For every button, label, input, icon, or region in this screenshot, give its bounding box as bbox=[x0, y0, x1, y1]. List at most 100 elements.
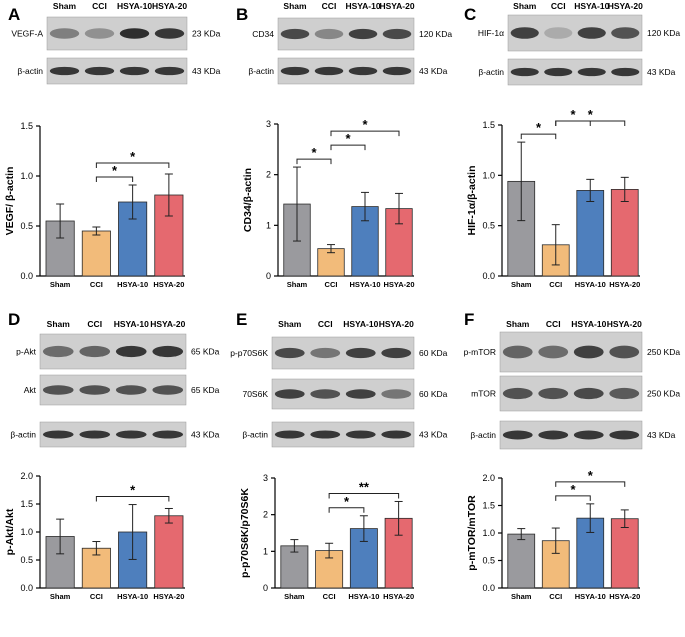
blot-strip: β-actin 43 KDa bbox=[478, 58, 676, 86]
protein-band bbox=[573, 387, 604, 400]
x-tick-label: Sham bbox=[511, 592, 532, 601]
lane-label: Sham bbox=[278, 319, 302, 329]
y-axis-label: p-p70S6K/p70S6K bbox=[239, 488, 251, 578]
panel-letter: C bbox=[464, 5, 476, 24]
significance-marker: ** bbox=[359, 479, 370, 494]
protein-band bbox=[280, 28, 310, 40]
y-tick-label: 1 bbox=[263, 546, 268, 556]
protein-band bbox=[84, 28, 115, 39]
protein-band bbox=[274, 430, 305, 439]
blot-size-label: 65 KDa bbox=[191, 385, 220, 395]
lane-label: Sham bbox=[506, 319, 530, 329]
bracket-line bbox=[555, 495, 591, 501]
y-tick-label: 0.5 bbox=[482, 221, 495, 231]
blot-size-label: 23 KDa bbox=[192, 29, 221, 39]
significance-marker: * bbox=[362, 117, 368, 132]
blot-strip: mTOR 250 KDa bbox=[471, 375, 680, 412]
lane-label: Sham bbox=[513, 1, 537, 11]
bracket-line bbox=[330, 130, 400, 137]
protein-band bbox=[538, 430, 569, 440]
significance-bracket: * bbox=[330, 131, 366, 151]
significance-marker: * bbox=[536, 120, 542, 135]
y-tick-label: 0.0 bbox=[20, 271, 33, 281]
significance-bracket: * bbox=[555, 468, 626, 487]
blot-label: HIF-1α bbox=[478, 28, 504, 38]
blot-size-label: 43 KDa bbox=[191, 430, 220, 440]
bar-chart: 0.0 0.5 1.0 1.5 HIF-1α/β-actin Sham CCI HSYA-10… bbox=[466, 107, 640, 289]
bar-chart: 0.0 0.5 1.0 1.5 2.0 p-mTOR/mTOR Sham CCI HSYA-10… bbox=[466, 468, 640, 601]
protein-band bbox=[79, 385, 111, 395]
bracket-line bbox=[330, 144, 366, 151]
bar bbox=[610, 189, 639, 277]
bracket-line bbox=[296, 158, 332, 165]
y-axis-label: HIF-1α/β-actin bbox=[466, 165, 478, 235]
bar-chart: 0 1 2 3 p-p70S6K/p70S6K Sham CCI HSYA-10 HSYA-20… bbox=[239, 473, 414, 601]
blot-label: p-Akt bbox=[16, 347, 36, 357]
blot-size-label: 60 KDa bbox=[419, 348, 448, 358]
protein-band bbox=[310, 430, 341, 439]
blot-size-label: 43 KDa bbox=[419, 66, 448, 76]
protein-band bbox=[274, 389, 305, 399]
blot-label: β-actin bbox=[242, 430, 268, 440]
lane-label: HSYA-20 bbox=[152, 1, 187, 11]
lane-label: HSYA-10 bbox=[574, 1, 609, 11]
x-tick-label: HSYA-10 bbox=[348, 592, 379, 601]
x-tick-label: HSYA-20 bbox=[383, 592, 414, 601]
protein-band bbox=[345, 430, 376, 439]
significance-bracket: * bbox=[95, 163, 134, 182]
blot-strip: VEGF-A 23 KDa bbox=[11, 16, 221, 51]
y-tick-label: 1 bbox=[266, 220, 271, 230]
x-tick-label: HSYA-20 bbox=[153, 592, 184, 601]
protein-band bbox=[154, 28, 185, 39]
y-tick-label: 1.0 bbox=[482, 528, 495, 538]
panel-letter: F bbox=[464, 310, 474, 329]
lane-label: CCI bbox=[92, 1, 107, 11]
lane-label: Sham bbox=[53, 1, 77, 11]
bracket-line bbox=[328, 492, 400, 499]
lane-label: Sham bbox=[47, 319, 71, 329]
protein-band bbox=[310, 347, 341, 359]
lane-label: CCI bbox=[546, 319, 561, 329]
protein-band bbox=[152, 345, 184, 358]
protein-band bbox=[119, 28, 150, 39]
lane-label: CCI bbox=[322, 1, 337, 11]
y-tick-label: 0.5 bbox=[20, 221, 33, 231]
panel-e: E Sham CCI HSYA-10 HSYA-20p-p70S6K 60 KDa70S6… bbox=[230, 310, 447, 601]
protein-band bbox=[502, 345, 533, 359]
protein-band bbox=[42, 385, 74, 395]
x-tick-label: Sham bbox=[511, 280, 532, 289]
y-tick-label: 2 bbox=[263, 510, 268, 520]
protein-band bbox=[310, 389, 341, 399]
protein-band bbox=[381, 347, 412, 359]
blot-label: mTOR bbox=[471, 389, 496, 399]
protein-band bbox=[42, 345, 74, 358]
protein-band bbox=[345, 347, 376, 359]
protein-band bbox=[152, 430, 184, 439]
x-tick-label: CCI bbox=[549, 280, 562, 289]
blot-strip: β-actin 43 KDa bbox=[17, 57, 221, 85]
protein-band bbox=[510, 67, 539, 77]
y-axis-label: CD34/β-actin bbox=[242, 168, 254, 232]
panel-letter: E bbox=[236, 310, 247, 329]
blot-label: p-mTOR bbox=[464, 347, 496, 357]
bar bbox=[317, 248, 345, 277]
protein-band bbox=[611, 27, 640, 39]
lane-label: HSYA-20 bbox=[608, 1, 643, 11]
protein-band bbox=[152, 385, 184, 395]
y-tick-label: 0.0 bbox=[20, 583, 33, 593]
significance-marker: * bbox=[130, 483, 136, 498]
y-tick-label: 0.0 bbox=[482, 271, 495, 281]
blot-strip: Akt 65 KDa bbox=[24, 374, 220, 406]
protein-band bbox=[84, 66, 115, 76]
y-tick-label: 3 bbox=[266, 119, 271, 129]
y-tick-label: 0.5 bbox=[482, 556, 495, 566]
lane-label: HSYA-10 bbox=[114, 319, 149, 329]
y-tick-label: 1.5 bbox=[482, 120, 495, 130]
x-tick-label: HSYA-10 bbox=[350, 280, 381, 289]
y-tick-label: 3 bbox=[263, 473, 268, 483]
significance-bracket: ** bbox=[328, 479, 400, 499]
protein-band bbox=[79, 430, 111, 439]
significance-marker: * bbox=[588, 468, 594, 483]
